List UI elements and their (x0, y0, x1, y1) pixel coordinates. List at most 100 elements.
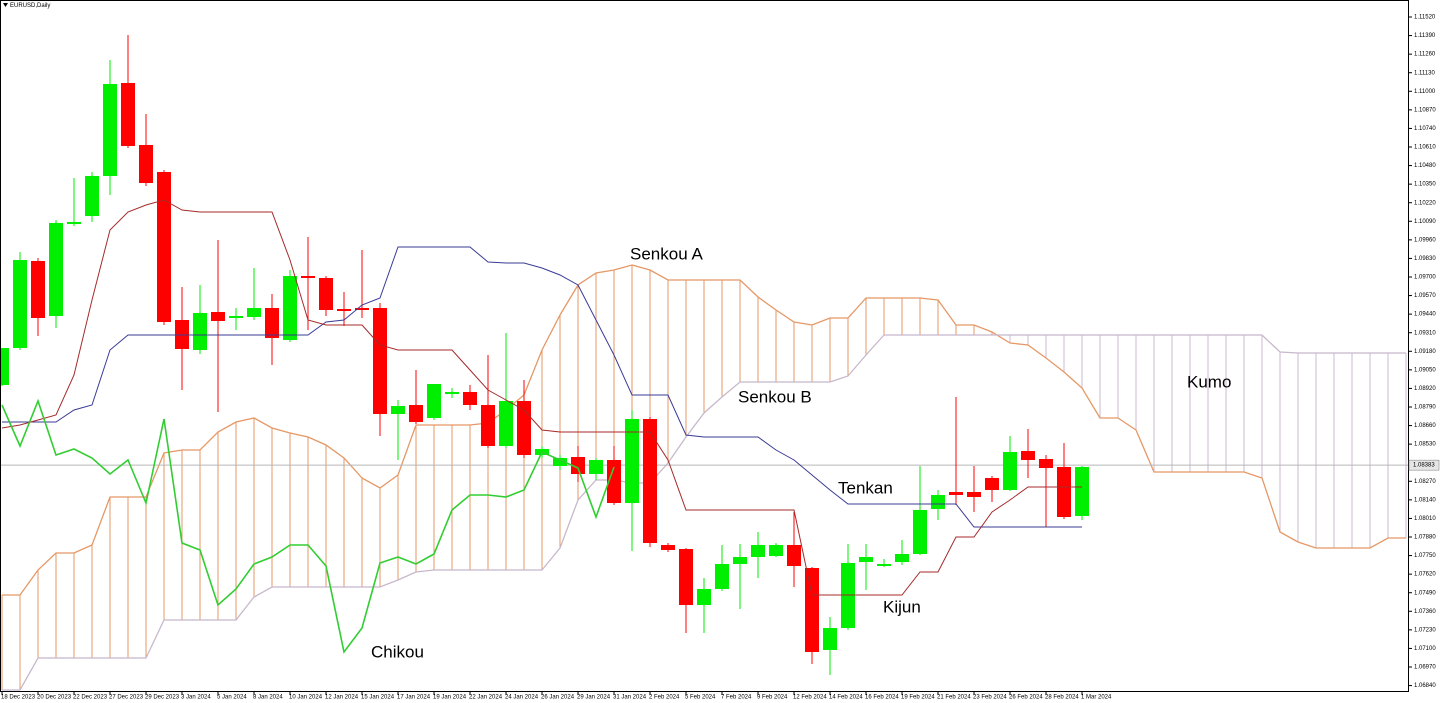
candle-body (13, 260, 27, 348)
candle-body (373, 308, 387, 414)
x-tick-label: 18 Dec 2023 (1, 695, 36, 701)
y-tick-label: 1.10090 (1414, 219, 1436, 225)
x-tick-label: 29 Jan 2024 (577, 695, 611, 701)
x-tick-label: 22 Jan 2024 (469, 695, 503, 701)
y-tick-label: 1.07620 (1414, 572, 1436, 578)
indicator-line (2, 246, 1082, 528)
candle-body (1039, 459, 1053, 468)
x-tick-label: 12 Feb 2024 (793, 695, 827, 701)
x-tick-label: 1 Mar 2024 (1081, 695, 1112, 701)
candle-body (121, 83, 135, 146)
x-tick-label: 28 Feb 2024 (1045, 695, 1079, 701)
y-tick-label: 1.10610 (1414, 145, 1436, 151)
candle-body (931, 495, 945, 509)
y-tick-label: 1.09050 (1414, 367, 1436, 373)
candle-layer (0, 35, 1089, 675)
candle-body (481, 405, 495, 446)
y-tick-label: 1.10480 (1414, 163, 1436, 169)
candle-body (643, 419, 657, 543)
candle-body (67, 222, 81, 224)
candle-body (85, 176, 99, 216)
current-price-label: 1.08383 (1413, 463, 1435, 469)
y-tick-label: 1.11260 (1414, 52, 1436, 58)
series-label: Senkou A (630, 244, 703, 263)
indicator-layer (1, 199, 1082, 654)
candle-body (355, 308, 369, 310)
candle-body (913, 510, 927, 554)
x-tick-label: 21 Feb 2024 (937, 695, 971, 701)
candle-body (967, 492, 981, 497)
y-tick-label: 1.07750 (1414, 553, 1436, 559)
candle-body (589, 460, 603, 474)
x-tick-label: 7 Feb 2024 (721, 695, 752, 701)
x-tick-label: 24 Jan 2024 (505, 695, 539, 701)
candle-body (751, 545, 765, 557)
y-tick-label: 1.09440 (1414, 312, 1436, 318)
candle-body (949, 492, 963, 495)
candle-body (1057, 467, 1071, 517)
candle-body (553, 458, 567, 466)
cloud-label: Kumo (1187, 372, 1231, 391)
candle-body (733, 557, 747, 564)
indicator-line (2, 334, 1406, 691)
candle-body (139, 145, 153, 183)
x-tick-label: 2 Feb 2024 (649, 695, 680, 701)
y-tick-label: 1.09700 (1414, 275, 1436, 281)
candle-body (157, 172, 171, 322)
candle-body (607, 460, 621, 503)
candle-body (769, 545, 783, 556)
indicator-line (1, 398, 615, 654)
y-tick-label: 1.09180 (1414, 349, 1436, 355)
series-label: Tenkan (838, 478, 893, 497)
y-tick-label: 1.09960 (1414, 237, 1436, 243)
annotation-layer: Kumo Tenkan Kijun Chikou Senkou A Senkou B (371, 244, 1231, 661)
candle-body (463, 392, 477, 405)
x-tick-label: 15 Jan 2024 (361, 695, 395, 701)
candle-body (247, 308, 261, 317)
candle-body (1021, 451, 1035, 460)
chart-title: EURUSD,Daily (10, 3, 50, 9)
x-tick-label: 27 Dec 2023 (109, 695, 144, 701)
x-tick-label: 26 Feb 2024 (1009, 695, 1043, 701)
y-tick-label: 1.11130 (1414, 70, 1435, 76)
y-tick-label: 1.10870 (1414, 107, 1436, 113)
candle-body (661, 545, 675, 550)
title-icon (3, 3, 8, 7)
y-tick-label: 1.07880 (1414, 535, 1436, 541)
candle-body (697, 589, 711, 605)
x-tick-label: 5 Jan 2024 (217, 695, 247, 701)
x-tick-label: 3 Jan 2024 (181, 695, 211, 701)
y-tick-label: 1.08270 (1414, 479, 1436, 485)
y-tick-label: 1.10220 (1414, 200, 1436, 206)
candle-body (715, 564, 729, 589)
candle-body (625, 419, 639, 503)
candle-body (517, 401, 531, 455)
y-tick-label: 1.11520 (1414, 15, 1436, 21)
candle-body (337, 309, 351, 311)
candle-body (319, 278, 333, 310)
candle-body (193, 313, 207, 350)
candle-body (1075, 467, 1089, 516)
y-tick-label: 1.08010 (1414, 516, 1436, 522)
candle-body (985, 478, 999, 490)
candle-body (787, 545, 801, 566)
series-label: Chikou (371, 642, 424, 661)
series-label: Senkou B (738, 387, 812, 406)
x-tick-label: 19 Jan 2024 (433, 695, 467, 701)
candle-body (0, 348, 9, 385)
series-label: Kijun (883, 597, 921, 616)
candle-body (301, 276, 315, 278)
x-tick-label: 9 Feb 2024 (757, 695, 788, 701)
candle-body (265, 308, 279, 338)
y-tick-label: 1.07100 (1414, 646, 1436, 652)
x-tick-label: 29 Dec 2023 (145, 695, 180, 701)
candle-body (409, 405, 423, 422)
x-tick-label: 23 Feb 2024 (973, 695, 1007, 701)
y-tick-label: 1.07490 (1414, 590, 1436, 596)
y-tick-label: 1.06970 (1414, 665, 1436, 671)
y-tick-label: 1.08920 (1414, 386, 1436, 392)
y-tick-label: 1.06840 (1414, 683, 1436, 689)
y-tick-label: 1.11000 (1414, 89, 1436, 95)
candle-body (445, 392, 459, 394)
indicator-line (1, 199, 1082, 596)
